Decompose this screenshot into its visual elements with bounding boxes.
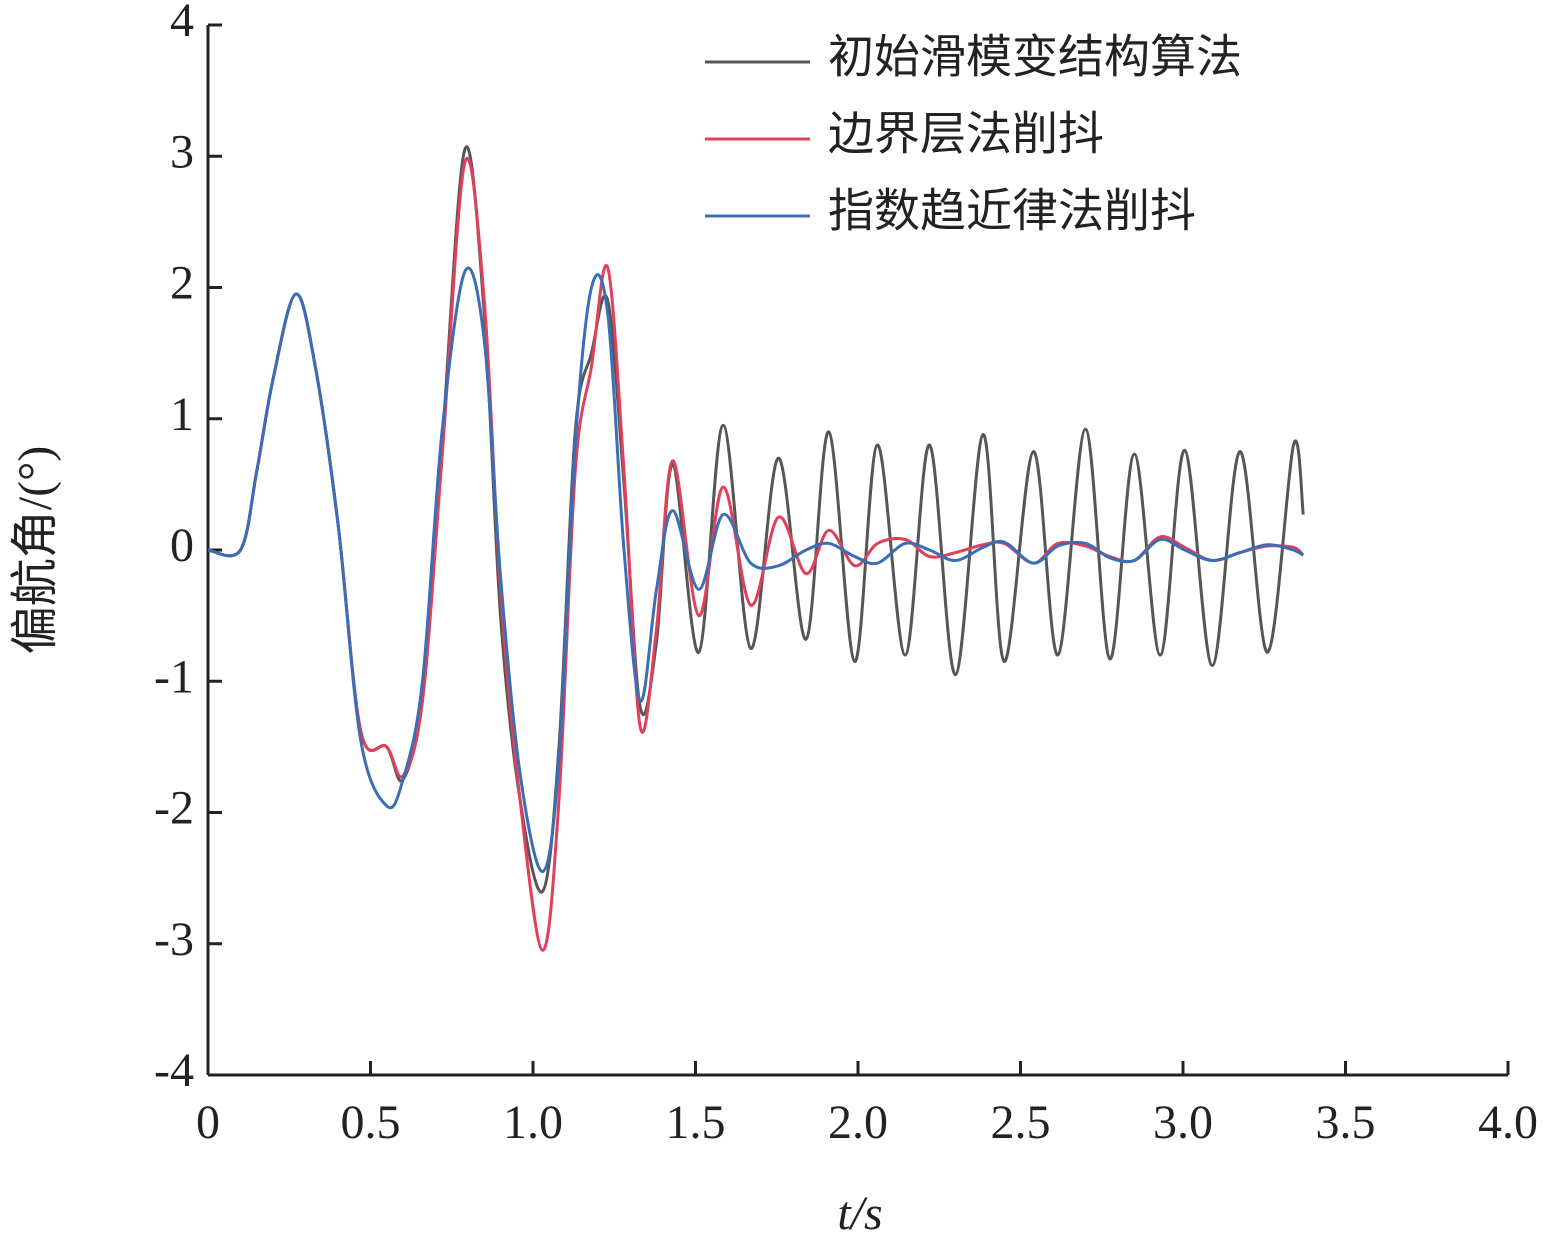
legend-label: 指数趋近律法削抖 — [828, 186, 1196, 237]
x-tick-label: 0 — [196, 1096, 220, 1149]
y-tick-label: -3 — [154, 913, 194, 966]
data-line — [207, 156, 1305, 952]
x-tick-label: 3.0 — [1153, 1096, 1213, 1149]
y-tick-label: 3 — [170, 125, 194, 178]
y-tick-label: 1 — [170, 388, 194, 441]
y-tick-label: 0 — [170, 519, 194, 572]
y-tick-label: -1 — [154, 650, 194, 703]
y-tick-label: 4 — [170, 0, 194, 47]
x-tick-label: 2.5 — [991, 1096, 1051, 1149]
x-tick-label: 0.5 — [341, 1096, 401, 1149]
y-tick-label: 2 — [170, 257, 194, 310]
x-tick-label: 1.5 — [666, 1096, 726, 1149]
legend-label: 边界层法削抖 — [828, 109, 1104, 160]
x-axis-label: t/s — [837, 1187, 882, 1240]
x-tick-label: 4.0 — [1478, 1096, 1538, 1149]
x-tick-label: 3.5 — [1316, 1096, 1376, 1149]
x-tick-label: 2.0 — [828, 1096, 888, 1149]
x-tick-label: 1.0 — [503, 1096, 563, 1149]
legend-label: 初始滑模变结构算法 — [828, 32, 1242, 83]
y-tick-label: -2 — [154, 782, 194, 835]
y-axis-label: 偏航角/(°) — [9, 446, 62, 655]
data-line — [207, 266, 1305, 874]
y-tick-label: -4 — [154, 1044, 194, 1097]
